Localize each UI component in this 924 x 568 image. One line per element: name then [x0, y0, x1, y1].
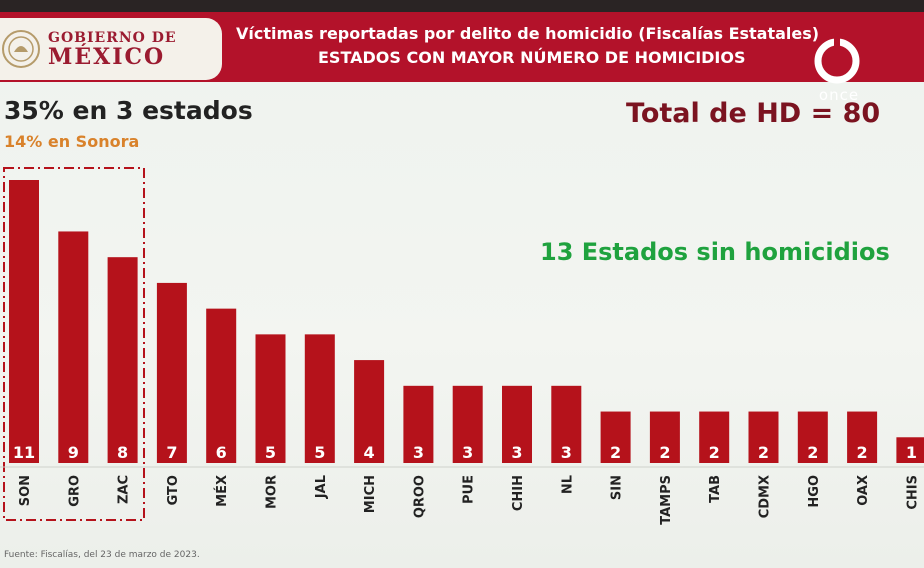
tick-label-gto: GTO	[166, 475, 181, 505]
tick-label-gro: GRO	[67, 475, 82, 507]
chart-subtitle: ESTADOS CON MAYOR NÚMERO DE HOMICIDIOS	[318, 48, 746, 67]
bar-méx	[206, 308, 237, 463]
data-label-pue: 3	[462, 443, 473, 462]
bar-chart: 11 SON 9 GRO 8 ZAC 7 GTO 6 MÉX 5 MOR 5 JAL 4 MICH 3 QROO 3…	[0, 167, 924, 525]
total-label: Total de HD = 80	[626, 98, 881, 129]
bar-oax	[847, 411, 878, 463]
once-channel-icon	[814, 38, 860, 84]
bar-son	[9, 180, 39, 463]
bar-nl	[551, 385, 582, 463]
data-label-tamps: 2	[659, 443, 670, 462]
tick-label-jal: JAL	[314, 475, 329, 499]
tick-label-pue: PUE	[462, 475, 477, 504]
mexico-label: MÉXICO	[48, 44, 166, 70]
tick-label-chih: CHIH	[511, 475, 526, 511]
bar-mor	[255, 334, 286, 463]
national-seal-icon	[2, 30, 40, 68]
bar-cdmx	[748, 411, 779, 463]
tick-label-cdmx: CDMX	[758, 475, 773, 518]
data-label-méx: 6	[216, 443, 227, 462]
data-label-chis: 1	[906, 443, 917, 462]
data-label-oax: 2	[857, 443, 868, 462]
bar-qroo	[403, 385, 434, 463]
data-label-jal: 5	[314, 443, 325, 462]
once-logo-text: once	[818, 86, 860, 104]
tick-label-oax: OAX	[856, 475, 871, 506]
data-label-son: 11	[13, 443, 35, 462]
data-label-mich: 4	[364, 443, 375, 462]
tick-label-mor: MOR	[265, 475, 280, 509]
bar-pue	[452, 385, 483, 463]
subheadline-text: 14% en Sonora	[4, 132, 140, 151]
bar-hgo	[797, 411, 828, 463]
data-label-mor: 5	[265, 443, 276, 462]
bar-zac	[107, 257, 138, 463]
bar-tab	[699, 411, 730, 463]
bar-gro	[58, 231, 89, 463]
tick-label-tamps: TAMPS	[659, 475, 674, 525]
gobierno-logo-box	[0, 18, 222, 80]
tick-label-sin: SIN	[610, 475, 625, 500]
data-label-zac: 8	[117, 443, 128, 462]
data-label-cdmx: 2	[758, 443, 769, 462]
tick-label-tab: TAB	[708, 475, 723, 503]
gobierno-label: GOBIERNO DE	[48, 30, 177, 46]
data-label-nl: 3	[561, 443, 572, 462]
tick-label-mich: MICH	[363, 475, 378, 513]
top-edge-shade	[0, 0, 924, 12]
bar-chis	[896, 437, 924, 463]
source-note: Fuente: Fiscalías, del 23 de marzo de 20…	[4, 550, 200, 560]
data-label-sin: 2	[610, 443, 621, 462]
tick-label-zac: ZAC	[117, 475, 132, 504]
tick-label-chis: CHIS	[905, 475, 920, 510]
data-label-tab: 2	[709, 443, 720, 462]
tick-label-qroo: QROO	[412, 475, 427, 518]
bar-chih	[502, 385, 532, 463]
data-label-gro: 9	[68, 443, 79, 462]
tick-label-hgo: HGO	[807, 475, 822, 508]
bar-gto	[156, 282, 187, 463]
bar-tamps	[649, 411, 680, 463]
chart-title: Víctimas reportadas por delito de homici…	[236, 24, 820, 43]
data-label-hgo: 2	[807, 443, 818, 462]
headline-text: 35% en 3 estados	[4, 96, 253, 125]
tick-label-nl: NL	[560, 475, 575, 494]
no-homicides-callout: 13 Estados sin homicidios	[540, 238, 890, 266]
tick-label-méx: MÉX	[214, 475, 230, 507]
tick-label-son: SON	[18, 475, 33, 506]
data-label-chih: 3	[511, 443, 522, 462]
bar-mich	[354, 360, 385, 463]
bar-sin	[600, 411, 631, 463]
highlight-box	[3, 167, 145, 521]
data-label-qroo: 3	[413, 443, 424, 462]
bar-jal	[304, 334, 335, 463]
data-label-gto: 7	[166, 443, 177, 462]
